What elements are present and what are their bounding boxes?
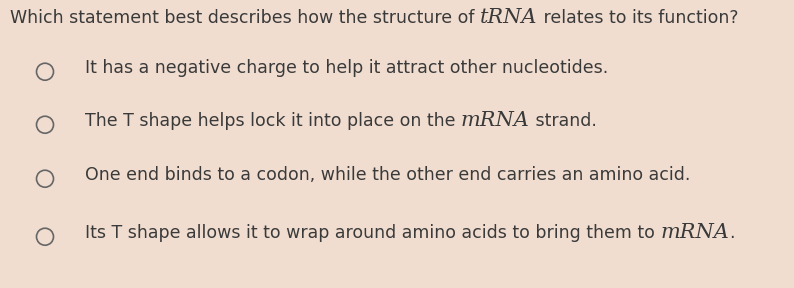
Text: One end binds to a codon, while the other end carries an amino acid.: One end binds to a codon, while the othe… — [85, 166, 690, 184]
Text: tRNA: tRNA — [480, 8, 538, 27]
Text: strand.: strand. — [530, 112, 597, 130]
Text: mRNA: mRNA — [461, 111, 530, 130]
Text: relates to its function?: relates to its function? — [538, 9, 738, 27]
Text: Its T shape allows it to wrap around amino acids to bring them to: Its T shape allows it to wrap around ami… — [85, 224, 661, 242]
Text: It has a negative charge to help it attract other nucleotides.: It has a negative charge to help it attr… — [85, 59, 608, 77]
Text: .: . — [729, 224, 734, 242]
Text: Which statement best describes how the structure of: Which statement best describes how the s… — [10, 9, 480, 27]
Text: mRNA: mRNA — [661, 223, 729, 242]
Text: The T shape helps lock it into place on the: The T shape helps lock it into place on … — [85, 112, 461, 130]
